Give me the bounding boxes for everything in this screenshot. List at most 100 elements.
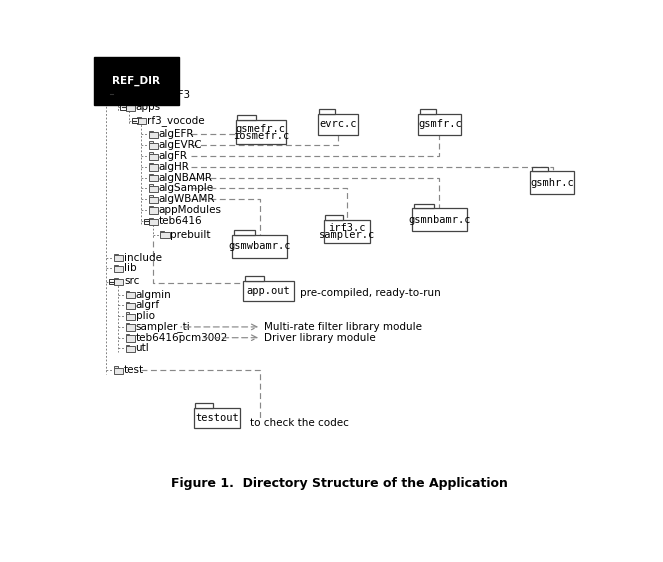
Bar bbox=[235, 120, 286, 144]
Bar bbox=[149, 206, 152, 207]
Bar bbox=[125, 323, 129, 324]
Bar bbox=[149, 197, 158, 203]
Text: lib: lib bbox=[124, 264, 137, 273]
Bar bbox=[149, 130, 152, 132]
Bar bbox=[149, 217, 152, 219]
Bar bbox=[149, 153, 158, 160]
Bar bbox=[125, 303, 135, 309]
Bar bbox=[320, 109, 335, 114]
Bar bbox=[160, 232, 170, 238]
Bar bbox=[149, 186, 158, 192]
Bar bbox=[114, 366, 118, 368]
Bar bbox=[233, 234, 286, 257]
Bar bbox=[237, 115, 256, 120]
Bar bbox=[125, 312, 129, 314]
Text: sampler_ti: sampler_ti bbox=[135, 321, 190, 332]
Text: iosmefr.c: iosmefr.c bbox=[233, 131, 289, 141]
Text: algrf: algrf bbox=[135, 300, 160, 310]
Text: algHR: algHR bbox=[159, 162, 190, 172]
Bar bbox=[149, 164, 158, 171]
Bar bbox=[530, 171, 574, 194]
Bar bbox=[114, 254, 118, 255]
Bar bbox=[114, 92, 123, 98]
Text: rf3_vocode: rf3_vocode bbox=[147, 115, 205, 126]
Text: testout: testout bbox=[195, 413, 239, 423]
Text: to check the codec: to check the codec bbox=[249, 418, 348, 428]
Bar bbox=[149, 132, 158, 138]
Text: teb6416: teb6416 bbox=[159, 216, 202, 226]
Bar bbox=[125, 291, 129, 292]
Bar bbox=[318, 114, 358, 135]
Bar bbox=[149, 143, 158, 149]
Bar bbox=[137, 118, 147, 124]
Bar bbox=[125, 292, 135, 298]
Bar bbox=[418, 114, 461, 135]
Bar bbox=[125, 302, 129, 303]
Text: algWBAMR: algWBAMR bbox=[159, 194, 215, 204]
Text: Figure 1.  Directory Structure of the Application: Figure 1. Directory Structure of the App… bbox=[171, 477, 508, 490]
Bar bbox=[149, 174, 152, 175]
Bar bbox=[114, 266, 123, 272]
Bar bbox=[125, 314, 135, 320]
Bar bbox=[194, 408, 240, 428]
Bar bbox=[326, 215, 343, 220]
Bar bbox=[195, 403, 213, 408]
Bar bbox=[160, 230, 164, 232]
Bar bbox=[109, 279, 114, 284]
Bar bbox=[412, 209, 467, 232]
Bar bbox=[102, 78, 106, 79]
Text: gsmefr.c: gsmefr.c bbox=[236, 124, 286, 134]
Bar bbox=[532, 167, 548, 171]
Bar bbox=[125, 105, 135, 111]
Bar bbox=[149, 184, 152, 186]
Text: gsmwbamr.c: gsmwbamr.c bbox=[228, 241, 291, 251]
Bar bbox=[114, 265, 118, 266]
Text: algNBAMR: algNBAMR bbox=[159, 173, 213, 183]
Bar bbox=[125, 334, 129, 336]
Bar bbox=[234, 230, 255, 234]
Text: sampler.c: sampler.c bbox=[319, 230, 375, 241]
Text: prebuilt: prebuilt bbox=[170, 229, 211, 239]
Bar bbox=[243, 281, 294, 301]
Bar bbox=[109, 92, 114, 97]
Text: evrc.c: evrc.c bbox=[319, 119, 357, 129]
Text: Driver library module: Driver library module bbox=[265, 333, 376, 343]
Text: gsmfr.c: gsmfr.c bbox=[418, 119, 461, 129]
Bar bbox=[245, 276, 264, 281]
Bar bbox=[114, 255, 123, 261]
Bar bbox=[149, 219, 158, 225]
Bar bbox=[149, 175, 158, 182]
Bar bbox=[144, 219, 149, 224]
Text: apps: apps bbox=[135, 102, 160, 112]
Bar bbox=[149, 152, 152, 153]
Bar bbox=[149, 207, 158, 214]
Bar bbox=[114, 90, 118, 92]
Bar bbox=[121, 105, 126, 110]
Text: teb6416pcm3002: teb6416pcm3002 bbox=[135, 333, 228, 343]
Text: algFR: algFR bbox=[159, 151, 188, 161]
Bar bbox=[125, 345, 129, 346]
Text: Vocoder_RF3: Vocoder_RF3 bbox=[124, 89, 191, 100]
Text: gsmnbamr.c: gsmnbamr.c bbox=[408, 215, 471, 225]
Text: plio: plio bbox=[135, 311, 154, 321]
Text: include: include bbox=[124, 253, 162, 262]
Bar bbox=[324, 220, 371, 243]
Text: gsmhr.c: gsmhr.c bbox=[530, 178, 574, 188]
Bar bbox=[97, 79, 103, 84]
Text: test: test bbox=[124, 365, 144, 375]
Bar bbox=[125, 324, 135, 331]
Bar bbox=[149, 195, 152, 197]
Text: algEFR: algEFR bbox=[159, 129, 194, 139]
Text: pre-compiled, ready-to-run: pre-compiled, ready-to-run bbox=[300, 288, 441, 298]
Bar bbox=[114, 368, 123, 374]
Text: appModules: appModules bbox=[159, 205, 222, 215]
Bar bbox=[137, 117, 141, 118]
Text: irf3.c: irf3.c bbox=[328, 223, 366, 233]
Bar bbox=[414, 204, 434, 209]
Bar bbox=[420, 109, 436, 114]
Bar bbox=[125, 336, 135, 342]
Bar bbox=[114, 279, 123, 285]
Bar bbox=[149, 163, 152, 164]
Text: app.out: app.out bbox=[247, 285, 290, 296]
Bar bbox=[114, 278, 118, 279]
